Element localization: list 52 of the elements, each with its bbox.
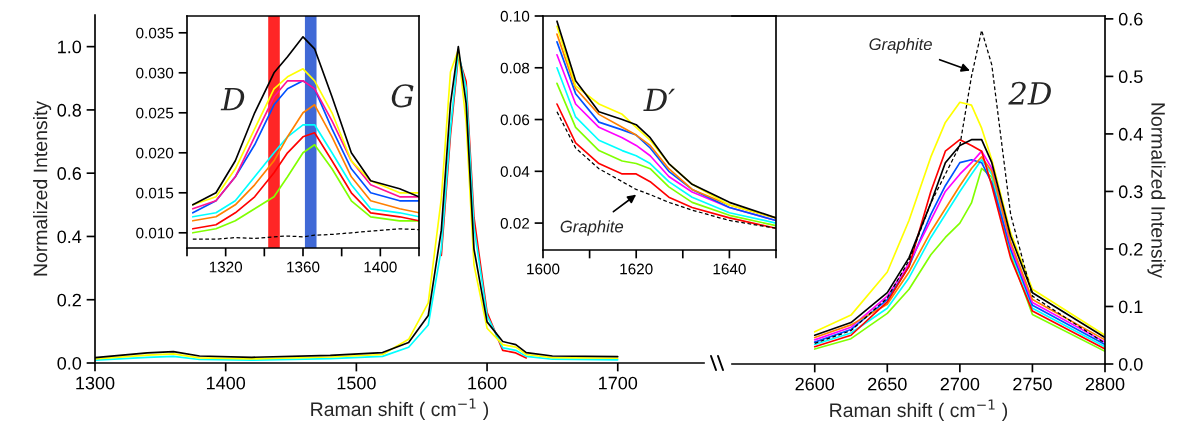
annotation: Graphite bbox=[560, 220, 624, 236]
x-tick-label: 1300 bbox=[76, 376, 115, 390]
y-tick-label: 0.030 bbox=[136, 67, 174, 79]
y-axis-title: Normalized Intensity bbox=[33, 100, 52, 276]
y-tick-label: 0.015 bbox=[136, 187, 174, 199]
y-tick-label: 0.04 bbox=[500, 166, 530, 177]
x-tick-label: 1600 bbox=[468, 376, 507, 390]
y-tick-label: 0.4 bbox=[57, 230, 82, 244]
y-tick-label: 0.8 bbox=[57, 103, 82, 117]
y-tick-label: 0.5 bbox=[1118, 70, 1143, 84]
y-tick-label: 0.02 bbox=[500, 217, 530, 229]
y-tick-label: 0.3 bbox=[1118, 185, 1143, 199]
y-tick-label: 0.0 bbox=[1118, 357, 1143, 371]
x-tick-label: 1620 bbox=[620, 263, 653, 275]
y-tick-label: 0.025 bbox=[136, 107, 174, 119]
annotation: 2D bbox=[1008, 81, 1051, 105]
x-tick-label: 1700 bbox=[599, 376, 638, 390]
x-axis-title: Raman shift ( cm$^{−1}$ ) bbox=[830, 399, 1008, 421]
y-tick-label: 0.6 bbox=[57, 167, 82, 180]
x-tick-label: 1640 bbox=[713, 263, 746, 275]
annotation: G bbox=[391, 84, 414, 108]
y-tick-label: 0.08 bbox=[500, 62, 530, 74]
x-tick-label: 1400 bbox=[206, 376, 246, 390]
y-tick-label: 0.6 bbox=[1118, 12, 1143, 26]
y-tick-label: 0.06 bbox=[500, 114, 530, 126]
y-tick-label: 0.2 bbox=[57, 293, 81, 307]
annotation: D bbox=[220, 87, 245, 111]
x-tick-label: 2800 bbox=[1085, 377, 1125, 391]
x-tick-label: 2650 bbox=[868, 377, 907, 391]
y-tick-label: 0.020 bbox=[136, 147, 174, 159]
x-tick-label: 1400 bbox=[364, 261, 397, 273]
x-axis-title: Raman shift ( cm$^{−1}$ ) bbox=[311, 398, 489, 420]
x-tick-label: 1500 bbox=[337, 376, 376, 390]
y-tick-label: 0.0 bbox=[57, 356, 82, 370]
x-tick-label: 1600 bbox=[527, 263, 560, 275]
y-tick-label: 0.10 bbox=[500, 10, 530, 22]
y-tick-label: 0.4 bbox=[1118, 127, 1143, 141]
y-tick-label: 0.010 bbox=[136, 227, 174, 239]
y-axis-title: Normalized Intensity bbox=[1147, 103, 1166, 279]
y-tick-label: 0.2 bbox=[1118, 242, 1143, 256]
x-tick-label: 1360 bbox=[287, 261, 320, 273]
x-tick-label: 2750 bbox=[1013, 377, 1052, 391]
x-tick-label: 1320 bbox=[209, 261, 243, 273]
x-tick-label: 2700 bbox=[940, 377, 980, 391]
y-tick-label: 0.035 bbox=[136, 27, 174, 39]
annotation: Graphite bbox=[869, 37, 932, 54]
line-series bbox=[191, 143, 419, 234]
x-tick-label: 2600 bbox=[795, 377, 835, 391]
y-tick-label: 0.1 bbox=[1118, 300, 1143, 314]
annotation: D′ bbox=[643, 88, 676, 112]
line-series bbox=[191, 123, 419, 218]
y-tick-label: 1.0 bbox=[58, 40, 82, 54]
